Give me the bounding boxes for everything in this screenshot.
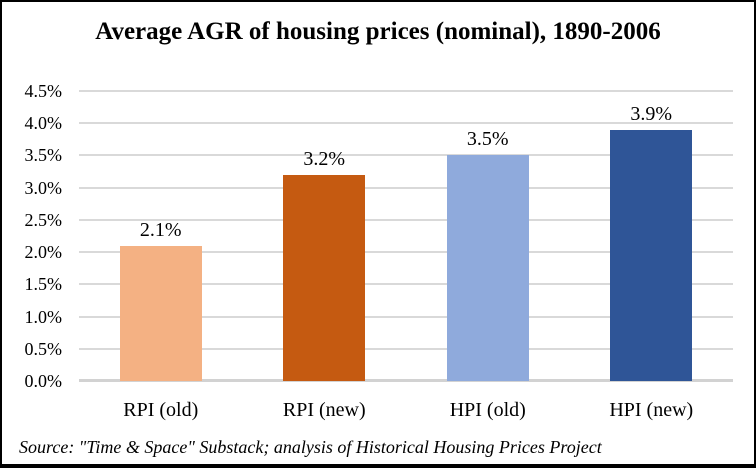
y-tick-label: 0.5% — [24, 338, 63, 359]
gridline — [79, 154, 733, 157]
x-axis-category-row: RPI (old) RPI (new) HPI (old) HPI (new) — [79, 398, 733, 422]
bar-group-rpi-new: 3.2% — [243, 91, 407, 381]
gridline — [79, 347, 733, 350]
x-axis-label-rpi-old: RPI (old) — [123, 399, 199, 421]
x-axis-line — [79, 379, 733, 382]
bar-hpi-old — [446, 155, 529, 381]
bar-value-label: 3.5% — [466, 128, 509, 151]
bar-rpi-old — [119, 245, 202, 381]
gridline — [79, 186, 733, 189]
gridline — [79, 218, 733, 221]
y-tick-label: 3.0% — [24, 177, 63, 198]
x-axis-label-rpi-new: RPI (new) — [282, 399, 366, 421]
y-tick-label: 2.0% — [24, 242, 63, 263]
bar-value-label: 3.2% — [303, 147, 346, 170]
bar-group-hpi-old: 3.5% — [406, 91, 570, 381]
gridline — [79, 251, 733, 254]
gridline — [79, 90, 733, 92]
x-axis-label-hpi-old: HPI (old) — [449, 399, 526, 421]
bars-row: 2.1% 3.2% 3.5% 3.9% — [79, 91, 733, 381]
bar-value-label: 3.9% — [630, 102, 673, 125]
y-tick-label: 3.5% — [24, 145, 63, 166]
bar-rpi-new — [283, 174, 366, 381]
bar-value-label: 2.1% — [139, 218, 182, 241]
gridline — [79, 122, 733, 125]
bar-group-hpi-new: 3.9% — [570, 91, 734, 381]
chart-title: Average AGR of housing prices (nominal),… — [95, 18, 661, 45]
y-tick-label: 1.5% — [24, 274, 63, 295]
gridline — [79, 315, 733, 318]
y-tick-label: 4.5% — [24, 81, 63, 101]
source-note: Source: "Time & Space" Substack; analysi… — [19, 437, 602, 457]
bar-hpi-new — [610, 129, 693, 381]
y-tick-label: 2.5% — [24, 209, 63, 230]
y-tick-label: 1.0% — [24, 306, 63, 327]
y-tick-label: 4.0% — [24, 113, 63, 134]
plot-area: 2.1% 3.2% 3.5% 3.9% — [79, 90, 733, 382]
x-axis-label-hpi-new: HPI (new) — [609, 399, 694, 421]
y-tick-label: 0.0% — [24, 371, 63, 391]
gridline — [79, 283, 733, 286]
bar-group-rpi-old: 2.1% — [79, 91, 243, 381]
